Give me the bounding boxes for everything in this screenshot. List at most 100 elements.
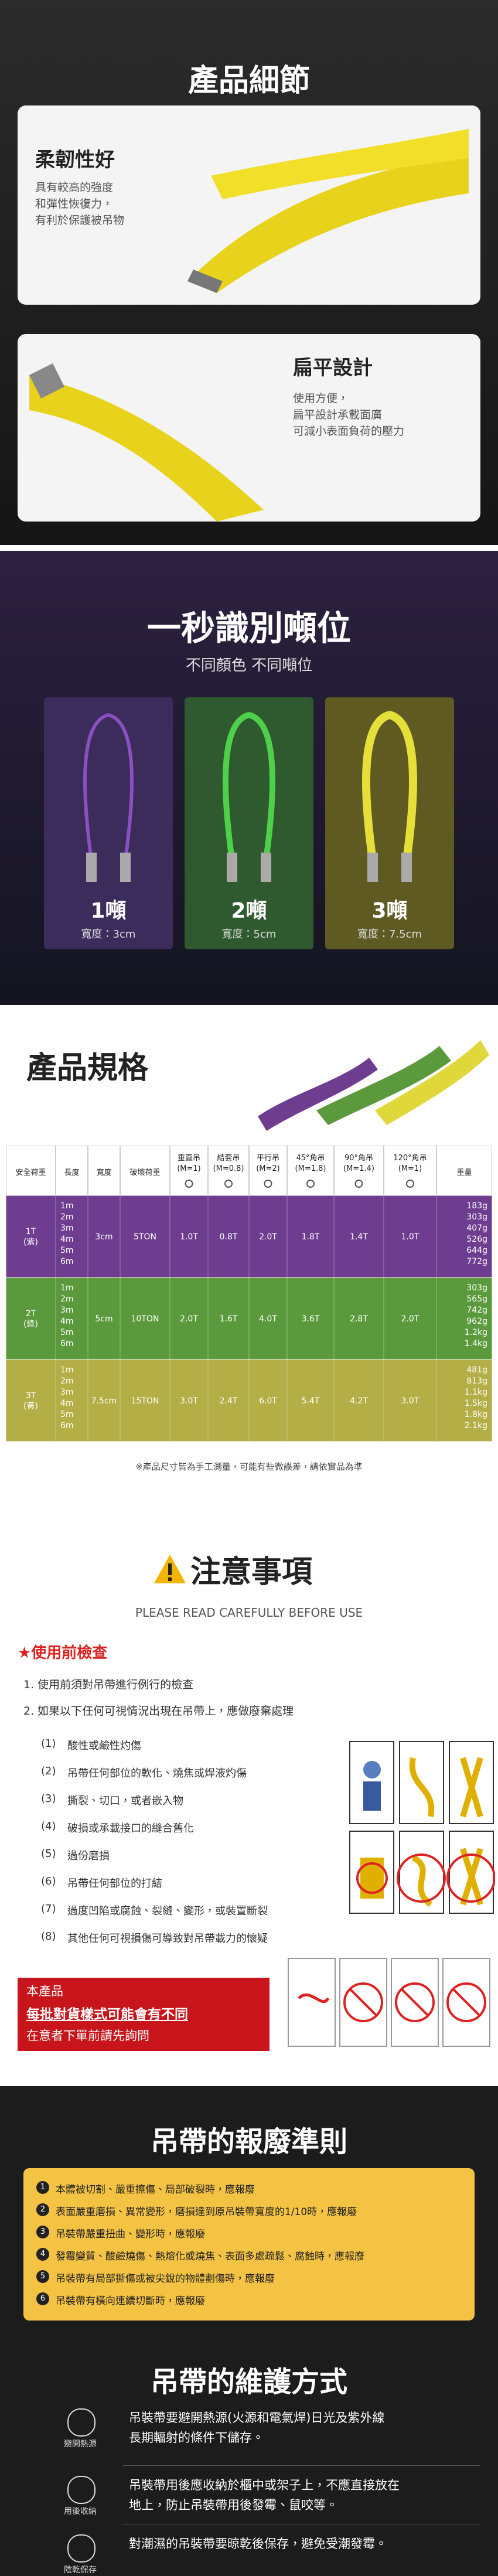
- row-capacity: 2.4T: [220, 1396, 238, 1406]
- row-capacity: 3.6T: [302, 1314, 320, 1324]
- row-capacity: 1.6T: [220, 1314, 238, 1324]
- scrap-no: 1: [36, 2181, 49, 2194]
- row-weight: 565g: [466, 1294, 487, 1304]
- feature-text: 使用方便，: [293, 392, 349, 405]
- notice-item: 破損或承載接口的縫合舊化: [67, 1822, 194, 1835]
- sling-image: [258, 1040, 489, 1131]
- row-width: 5cm: [95, 1314, 112, 1324]
- sling-eye: [367, 853, 378, 882]
- card-width: 寬度：5cm: [221, 928, 277, 941]
- row-load: 3T: [26, 1391, 36, 1401]
- care-icon: [67, 2534, 95, 2563]
- row-capacity: 2.8T: [350, 1314, 368, 1324]
- row-capacity: 3.0T: [180, 1396, 198, 1406]
- spec-table: 安全荷重 長度 寬度 破壞荷重垂直吊(M=1)結套吊(M=0.8)平行吊(M=2)45…: [6, 1146, 492, 1442]
- notice-step: 2. 如果以下任何可視情況出現在吊帶上，應做廢棄處理: [23, 1705, 294, 1718]
- care-text: 長期輻射的條件下儲存。: [129, 2431, 264, 2445]
- header-label: 90°角吊: [344, 1154, 373, 1163]
- row-length: 6m: [60, 1257, 74, 1266]
- header-icon: [264, 1180, 272, 1188]
- row-capacity: 1.4T: [350, 1232, 368, 1242]
- row-weight: 1.4kg: [465, 1339, 487, 1348]
- row-capacity: 0.8T: [220, 1232, 238, 1242]
- scrap-item: 本體被切割、嚴重擦傷、局部破裂時，應報廢: [56, 2184, 255, 2196]
- alert-box: [18, 1978, 270, 2051]
- row-length: 2m: [60, 1376, 74, 1386]
- notice-no: (3): [41, 1793, 56, 1805]
- header-icon: [185, 1180, 193, 1188]
- notice-item: 過度凹陷或腐蝕、裂縫、變形，或裝置斷裂: [67, 1905, 268, 1917]
- row-length: 3m: [60, 1306, 74, 1315]
- feature-text: 可減小表面負荷的壓力: [293, 425, 405, 438]
- notice-step: 1. 使用前須對吊帶進行例行的檢查: [23, 1678, 194, 1691]
- table-row: [6, 1359, 492, 1442]
- header-label: 長度: [64, 1168, 79, 1177]
- row-weight: 303g: [466, 1283, 487, 1293]
- notice-item: 酸性或鹼性灼傷: [67, 1740, 141, 1752]
- header-label: 破壞荷重: [129, 1168, 160, 1177]
- sling-loop: [223, 711, 275, 856]
- notice-item: 過份磨損: [67, 1850, 110, 1862]
- header-factor: (M=2): [256, 1164, 280, 1173]
- scrap-item: 吊裝帶有局部撕傷或被尖銳的物體劃傷時，應報廢: [56, 2273, 275, 2285]
- scrap-no: 6: [36, 2292, 49, 2305]
- row-length: 5m: [60, 1410, 74, 1419]
- header-icon: [306, 1180, 315, 1188]
- feature-text: 和彈性恢復力，: [35, 197, 114, 210]
- row-color: (黃): [23, 1402, 38, 1411]
- header-label: 結套吊: [217, 1153, 240, 1163]
- notice-item: 吊帶任何部位的軟化、燒焦或焊液灼傷: [67, 1767, 247, 1780]
- row-weight: 644g: [466, 1246, 487, 1255]
- sling-loop: [83, 713, 134, 856]
- row-capacity: 2.0T: [401, 1314, 419, 1324]
- section-title: 產品規格: [26, 1051, 149, 1086]
- feature-text: 有利於保護被吊物: [35, 214, 125, 227]
- alert-text: 本產品: [26, 1984, 63, 1998]
- sling-image: [29, 363, 264, 522]
- header-label: 垂直吊: [178, 1154, 200, 1163]
- section-title: 吊帶的維護方式: [150, 2366, 347, 2398]
- row-width: 3cm: [95, 1232, 112, 1242]
- row-length: 1m: [60, 1365, 74, 1375]
- row-weight: 407g: [466, 1224, 487, 1233]
- row-capacity: 6.0T: [259, 1396, 277, 1406]
- row-color: (紫): [23, 1238, 38, 1247]
- care-divider: [123, 2465, 480, 2466]
- notice-item: 其他任何可視損傷可導致對吊帶載力的懷疑: [67, 1933, 268, 1945]
- care-text: 吊裝帶要避開熱源(火源和電氣焊)日光及紫外線: [129, 2411, 385, 2425]
- section-title: 產品細節: [187, 63, 310, 98]
- care-icon: [67, 2408, 95, 2437]
- row-weight: 1.8kg: [465, 1410, 487, 1419]
- scrap-box: [23, 2168, 475, 2321]
- card-width: 寬度：7.5cm: [357, 928, 422, 941]
- row-weight: 1.1kg: [465, 1388, 487, 1397]
- row-length: 4m: [60, 1399, 74, 1408]
- scrap-item: 吊裝帶有橫向連續切斷時，應報廢: [56, 2295, 205, 2307]
- row-weight: 183g: [466, 1201, 487, 1211]
- row-length: 4m: [60, 1235, 74, 1244]
- scrap-no: 3: [36, 2226, 49, 2238]
- row-length: 2m: [60, 1294, 74, 1304]
- header-factor: (M=0.8): [213, 1164, 244, 1173]
- scrap-item: 吊裝帶嚴重扭曲、變形時，應報廢: [56, 2229, 205, 2240]
- care-icon-label: 用後收納: [64, 2507, 97, 2516]
- row-weight: 526g: [466, 1235, 487, 1244]
- notice-no: (5): [41, 1848, 56, 1860]
- sling-image: [362, 710, 417, 882]
- care-icon-label: 避開熱源: [64, 2439, 97, 2449]
- header-icon: [354, 1180, 363, 1188]
- header-factor: (M=1): [398, 1164, 422, 1173]
- care-text: 對潮濕的吊裝帶要晾乾後保存，避免受潮發霉。: [129, 2537, 387, 2551]
- care-text: 地上，防止吊裝帶用後發霉、鼠咬等。: [129, 2498, 338, 2512]
- row-capacity: 4.2T: [350, 1396, 368, 1406]
- row-weight: 742g: [466, 1306, 487, 1315]
- sling-image: [223, 711, 275, 882]
- alert-text: 在意者下單前請先詢問: [26, 2029, 149, 2043]
- row-weight: 303g: [466, 1212, 487, 1222]
- sling-loop: [362, 710, 417, 856]
- card-label: 2噸: [231, 899, 267, 923]
- header-label: 重量: [456, 1168, 472, 1177]
- alert-text: 每批對貨樣式可能會有不同: [26, 2007, 188, 2022]
- usage-icons: [288, 1958, 490, 2047]
- row-length: 2m: [60, 1212, 74, 1222]
